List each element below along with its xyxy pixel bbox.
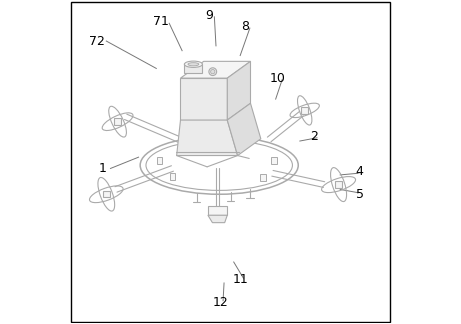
Text: 12: 12 (213, 296, 229, 309)
Text: 9: 9 (206, 9, 213, 22)
Polygon shape (181, 61, 250, 78)
Text: 4: 4 (355, 165, 363, 178)
Text: 72: 72 (89, 35, 105, 48)
Circle shape (211, 70, 215, 74)
Ellipse shape (188, 63, 199, 66)
FancyBboxPatch shape (114, 119, 121, 125)
Ellipse shape (184, 61, 202, 67)
Text: 5: 5 (355, 188, 364, 201)
Text: 8: 8 (241, 20, 249, 33)
Text: 11: 11 (232, 273, 248, 286)
Polygon shape (177, 120, 237, 156)
Circle shape (209, 68, 217, 75)
Text: 10: 10 (269, 72, 285, 85)
FancyBboxPatch shape (208, 206, 227, 215)
FancyBboxPatch shape (157, 157, 162, 164)
Polygon shape (227, 103, 261, 156)
Polygon shape (184, 64, 202, 73)
Polygon shape (181, 78, 227, 120)
Text: 2: 2 (310, 130, 318, 143)
Text: 71: 71 (153, 15, 169, 28)
FancyBboxPatch shape (103, 191, 110, 198)
FancyBboxPatch shape (271, 157, 277, 164)
FancyBboxPatch shape (260, 174, 266, 181)
Polygon shape (227, 61, 250, 120)
Polygon shape (208, 215, 227, 223)
FancyBboxPatch shape (335, 181, 342, 188)
FancyBboxPatch shape (170, 173, 175, 180)
Text: 1: 1 (99, 162, 107, 175)
FancyBboxPatch shape (301, 107, 308, 114)
